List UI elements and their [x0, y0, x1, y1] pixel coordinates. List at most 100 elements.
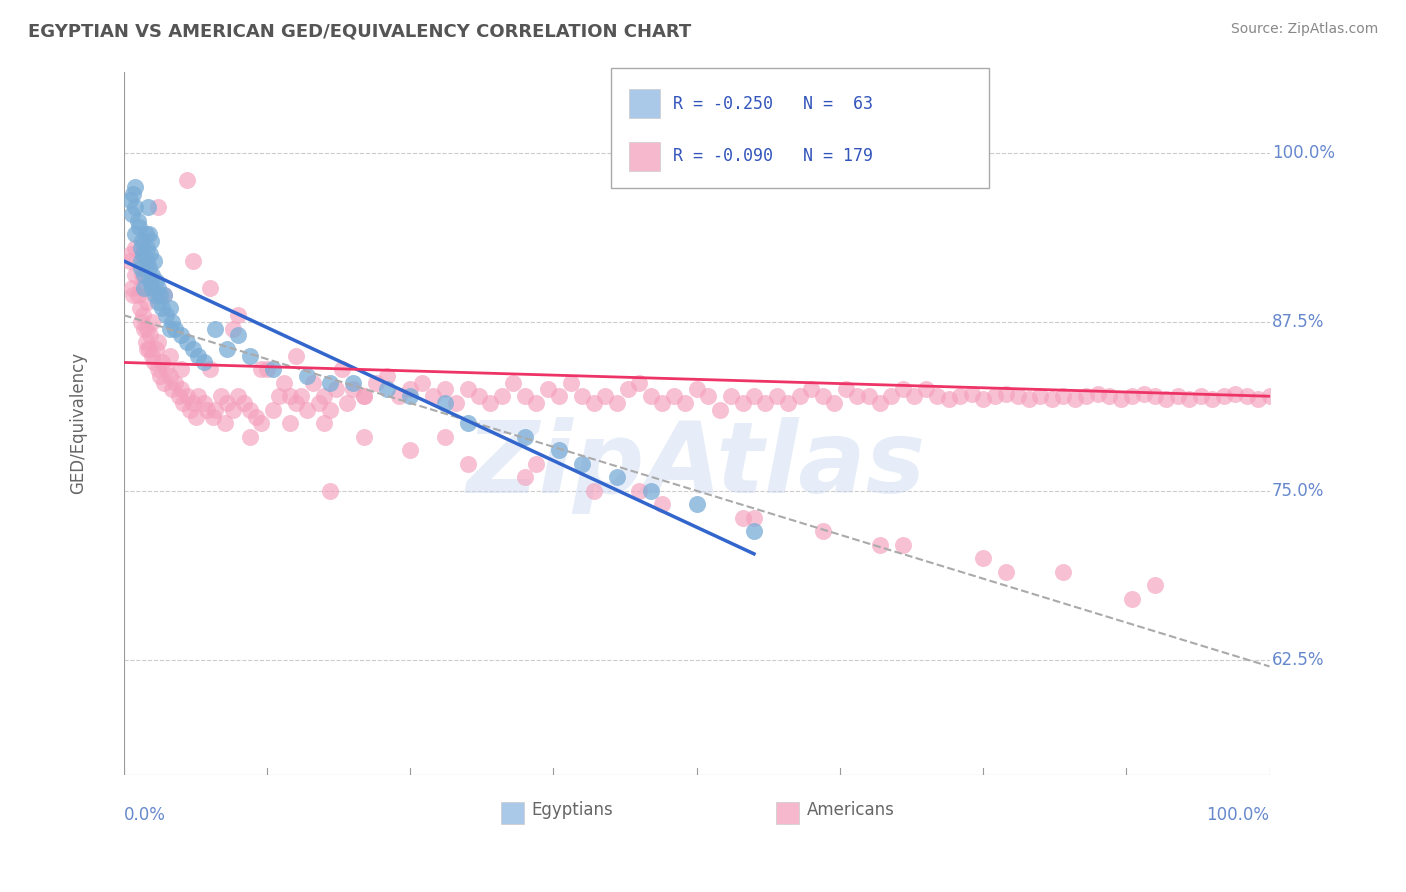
Point	[160, 315, 183, 329]
Point	[278, 389, 301, 403]
Point	[132, 308, 155, 322]
Point	[927, 389, 949, 403]
Point	[284, 396, 307, 410]
Point	[132, 247, 155, 261]
Point	[159, 321, 181, 335]
Point	[139, 328, 162, 343]
Point	[444, 396, 467, 410]
Point	[651, 396, 673, 410]
Point	[127, 288, 149, 302]
Point	[135, 294, 157, 309]
Point	[846, 389, 869, 403]
FancyBboxPatch shape	[501, 802, 523, 824]
Point	[193, 396, 215, 410]
Point	[181, 342, 204, 356]
Point	[153, 376, 176, 390]
FancyBboxPatch shape	[610, 69, 988, 188]
Point	[1143, 578, 1166, 592]
Point	[135, 335, 157, 350]
Point	[433, 383, 456, 397]
Point	[457, 457, 479, 471]
Point	[1098, 389, 1121, 403]
Point	[135, 254, 157, 268]
Point	[129, 241, 152, 255]
Point	[134, 268, 156, 282]
Point	[127, 213, 149, 227]
Text: 75.0%: 75.0%	[1272, 482, 1324, 500]
Point	[891, 383, 914, 397]
Point	[319, 483, 342, 498]
Point	[1018, 392, 1040, 406]
Point	[167, 389, 190, 403]
Point	[284, 349, 307, 363]
Point	[170, 328, 193, 343]
Point	[537, 383, 560, 397]
Point	[1167, 389, 1189, 403]
FancyBboxPatch shape	[628, 142, 659, 171]
Point	[141, 234, 163, 248]
Point	[640, 483, 662, 498]
Point	[245, 409, 267, 424]
Point	[120, 247, 142, 261]
Point	[960, 386, 983, 401]
Point	[122, 186, 145, 201]
Point	[513, 470, 536, 484]
Point	[915, 383, 938, 397]
Point	[215, 342, 238, 356]
Point	[502, 376, 524, 390]
Point	[742, 524, 765, 539]
Point	[124, 179, 146, 194]
Point	[170, 362, 193, 376]
Point	[1143, 389, 1166, 403]
Point	[134, 321, 156, 335]
Point	[571, 389, 593, 403]
Point	[524, 457, 547, 471]
Point	[142, 355, 165, 369]
Point	[262, 362, 284, 376]
Point	[479, 396, 502, 410]
Text: ZipAtlas: ZipAtlas	[467, 417, 927, 514]
Point	[336, 396, 359, 410]
Point	[142, 254, 165, 268]
FancyBboxPatch shape	[776, 802, 799, 824]
Point	[399, 443, 422, 458]
Point	[651, 497, 673, 511]
Point	[135, 241, 157, 255]
Point	[215, 396, 238, 410]
Point	[198, 362, 221, 376]
Point	[262, 402, 284, 417]
Point	[778, 396, 800, 410]
Point	[256, 362, 278, 376]
Point	[193, 355, 215, 369]
Point	[1109, 392, 1132, 406]
Point	[582, 483, 605, 498]
Point	[662, 389, 685, 403]
Point	[181, 396, 204, 410]
Point	[524, 396, 547, 410]
Point	[250, 417, 273, 431]
Point	[153, 288, 176, 302]
Point	[709, 402, 731, 417]
Point	[197, 402, 219, 417]
Point	[1156, 392, 1178, 406]
Point	[160, 383, 183, 397]
Point	[295, 402, 318, 417]
Point	[548, 389, 571, 403]
Point	[1247, 392, 1270, 406]
Text: R = -0.250   N =  63: R = -0.250 N = 63	[672, 95, 873, 112]
Point	[422, 389, 444, 403]
Point	[869, 396, 891, 410]
Point	[135, 321, 157, 335]
Point	[388, 389, 411, 403]
Point	[141, 281, 163, 295]
Point	[1052, 565, 1074, 579]
Point	[145, 342, 167, 356]
Text: 0.0%: 0.0%	[124, 806, 166, 824]
Point	[124, 268, 146, 282]
Point	[155, 362, 177, 376]
Point	[697, 389, 720, 403]
Point	[375, 368, 398, 383]
Text: 100.0%: 100.0%	[1206, 806, 1270, 824]
Point	[995, 386, 1018, 401]
Point	[136, 200, 159, 214]
